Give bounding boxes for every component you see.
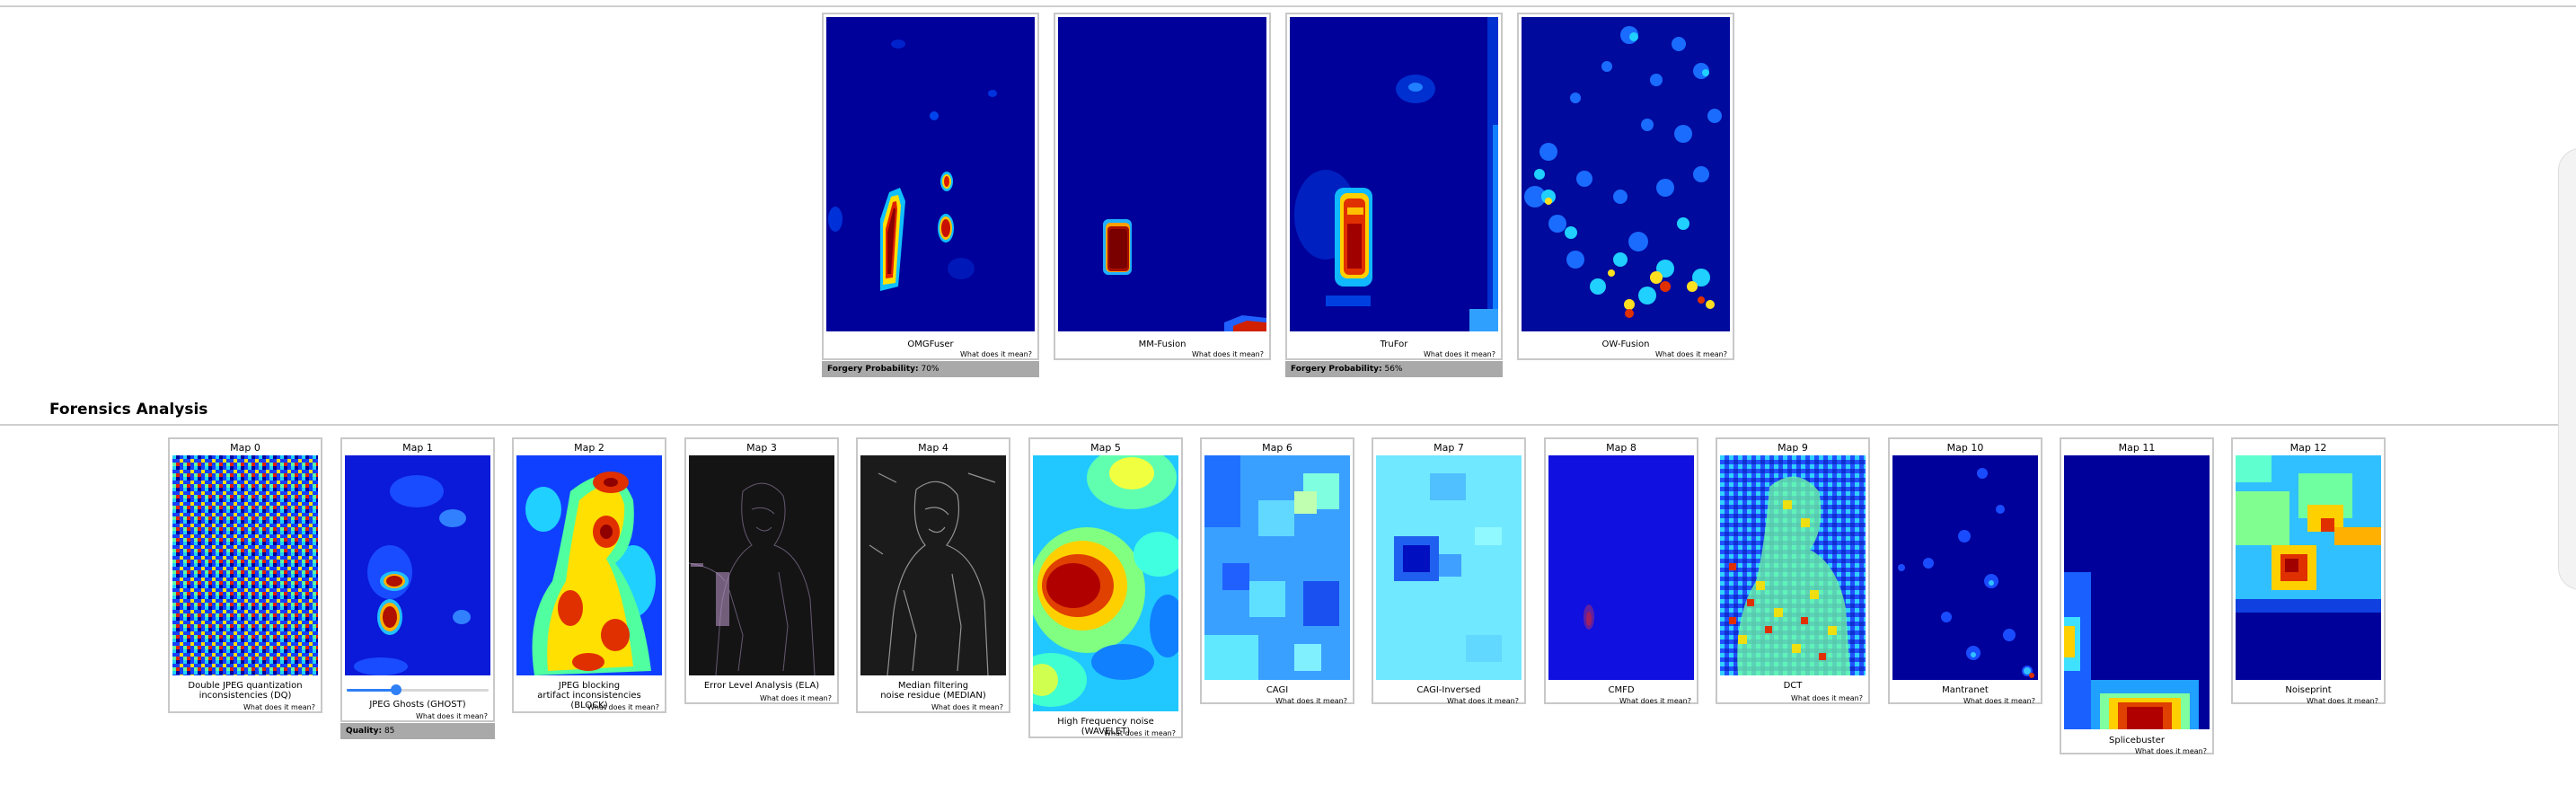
badge-label: Forgery Probability:: [1291, 365, 1382, 374]
help-link[interactable]: What does it mean?: [1654, 350, 1727, 358]
map-label: Double JPEG quantization inconsistencies…: [188, 681, 303, 701]
map-title: Map 10: [1946, 442, 1984, 454]
map-label: Error Level Analysis (ELA): [703, 681, 820, 691]
heatmap-image: [1522, 17, 1730, 331]
heatmap-image: [516, 455, 662, 675]
map-title: Map 7: [1434, 442, 1464, 454]
heatmap-image: [1548, 455, 1694, 680]
map-label: JPEG Ghosts (GHOST): [369, 700, 466, 710]
help-link[interactable]: What does it mean?: [1191, 350, 1264, 358]
map-label: CAGI-Inversed: [1416, 685, 1481, 695]
slider-knob[interactable]: [391, 684, 402, 695]
help-link[interactable]: What does it mean?: [931, 703, 1003, 711]
map-card-8[interactable]: Map 8 CMFD What does it mean?: [1544, 437, 1698, 705]
help-link[interactable]: What does it mean?: [1963, 697, 2035, 705]
heatmap-image: [826, 17, 1035, 331]
map-title: Map 6: [1262, 442, 1292, 454]
heatmap-image: [172, 455, 318, 675]
slider-fill: [347, 689, 397, 692]
badge-value: 56%: [1384, 365, 1403, 374]
map-label: TruFor: [1380, 340, 1408, 349]
badge-value: 85: [384, 727, 395, 736]
heatmap-image: [1376, 455, 1522, 680]
map-label: CMFD: [1608, 685, 1635, 695]
heatmap-image: [345, 455, 490, 675]
help-link[interactable]: What does it mean?: [1790, 694, 1863, 702]
map-label: Median filtering noise residue (MEDIAN): [880, 681, 986, 701]
map-title: Map 1: [402, 442, 433, 454]
map-card-1[interactable]: Map 1 JPEG Ghosts (GHOST) What does it m…: [340, 437, 495, 722]
quality-slider[interactable]: [347, 684, 489, 695]
side-panel-handle[interactable]: [2558, 148, 2576, 590]
map-card-0[interactable]: Map 0 Double JPEG quantization inconsist…: [168, 437, 322, 713]
heatmap-image: [1204, 455, 1350, 680]
help-link[interactable]: What does it mean?: [959, 350, 1032, 358]
heatmap-image: [1033, 455, 1178, 711]
map-label: High Frequency noise (WAVELET): [1057, 717, 1154, 736]
help-link[interactable]: What does it mean?: [2306, 697, 2378, 705]
heatmap-image: [689, 455, 834, 675]
help-link[interactable]: What does it mean?: [415, 712, 488, 720]
heatmap-image: [1058, 17, 1266, 331]
map-label: JPEG blocking artifact inconsistencies (…: [537, 681, 641, 710]
map-title: Map 4: [918, 442, 948, 454]
heatmap-image: [2236, 455, 2381, 680]
map-label: Noiseprint: [2285, 685, 2332, 695]
map-card-9[interactable]: Map 9 DCT: [1716, 437, 1870, 704]
map-label: Splicebuster: [2109, 736, 2165, 745]
badge-label: Forgery Probability:: [827, 365, 919, 374]
badge-label: Quality:: [346, 727, 383, 736]
heatmap-image: [2064, 455, 2210, 729]
help-link[interactable]: What does it mean?: [1619, 697, 1691, 705]
forgery-probability-badge: Forgery Probability: 70%: [822, 361, 1039, 377]
help-link[interactable]: What does it mean?: [587, 703, 659, 711]
fusion-card-ow-fusion[interactable]: OW-Fusion What does it mean?: [1517, 13, 1734, 360]
heatmap-image: [1290, 17, 1498, 331]
help-link[interactable]: What does it mean?: [243, 703, 315, 711]
map-label: DCT: [1783, 681, 1803, 691]
map-card-11[interactable]: Map 11 Splicebuster What does it mean?: [2060, 437, 2214, 755]
map-title: Map 0: [230, 442, 260, 454]
help-link[interactable]: What does it mean?: [759, 694, 832, 702]
map-card-6[interactable]: Map 6 CAGI What does it mean?: [1200, 437, 1354, 705]
section-divider: [0, 424, 2576, 426]
map-title: Map 2: [574, 442, 604, 454]
map-title: Map 5: [1090, 442, 1121, 454]
help-link[interactable]: What does it mean?: [1275, 697, 1347, 705]
slider-track: [347, 689, 489, 692]
heatmap-image: [1720, 455, 1866, 675]
badge-value: 70%: [921, 365, 940, 374]
heatmap-image: [1892, 455, 2038, 680]
map-card-10[interactable]: Map 10 Mantranet What does it mean?: [1888, 437, 2042, 705]
section-title: Forensics Analysis: [49, 401, 208, 419]
map-card-3[interactable]: Map 3 Error Level Analysis (ELA) What do…: [684, 437, 839, 704]
fusion-card-mm-fusion[interactable]: MM-Fusion What does it mean?: [1054, 13, 1271, 360]
map-card-2[interactable]: Map 2 JPEG blocking artifact inconsisten…: [512, 437, 666, 713]
help-link[interactable]: What does it mean?: [2134, 747, 2207, 755]
map-label: OW-Fusion: [1601, 340, 1650, 349]
map-label: OMGFuser: [907, 340, 954, 349]
top-divider: [0, 5, 2576, 7]
map-title: Map 11: [2118, 442, 2156, 454]
map-card-12[interactable]: Map 12 Noiseprint What does it mean?: [2231, 437, 2386, 705]
map-card-4[interactable]: Map 4 Median filtering noise residue (ME…: [856, 437, 1010, 713]
fusion-card-omgfuser[interactable]: OMGFuser What does it mean?: [822, 13, 1039, 360]
help-link[interactable]: What does it mean?: [1446, 697, 1519, 705]
quality-badge: Quality: 85: [340, 723, 495, 739]
map-label: MM-Fusion: [1138, 340, 1187, 349]
map-card-7[interactable]: Map 7 CAGI-Inversed What does it mean?: [1372, 437, 1526, 705]
forgery-probability-badge: Forgery Probability: 56%: [1285, 361, 1503, 377]
map-title: Map 9: [1778, 442, 1808, 454]
map-label: CAGI: [1266, 685, 1289, 695]
map-label: Mantranet: [1942, 685, 1989, 695]
help-link[interactable]: What does it mean?: [1423, 350, 1495, 358]
fusion-card-trufor[interactable]: TruFor What does it mean?: [1285, 13, 1503, 360]
map-title: Map 12: [2289, 442, 2327, 454]
map-card-5[interactable]: Map 5 High Frequency noise (WAVELET) Wha…: [1028, 437, 1183, 738]
map-title: Map 3: [746, 442, 777, 454]
map-title: Map 8: [1606, 442, 1636, 454]
help-link[interactable]: What does it mean?: [1103, 729, 1176, 737]
heatmap-image: [860, 455, 1006, 675]
